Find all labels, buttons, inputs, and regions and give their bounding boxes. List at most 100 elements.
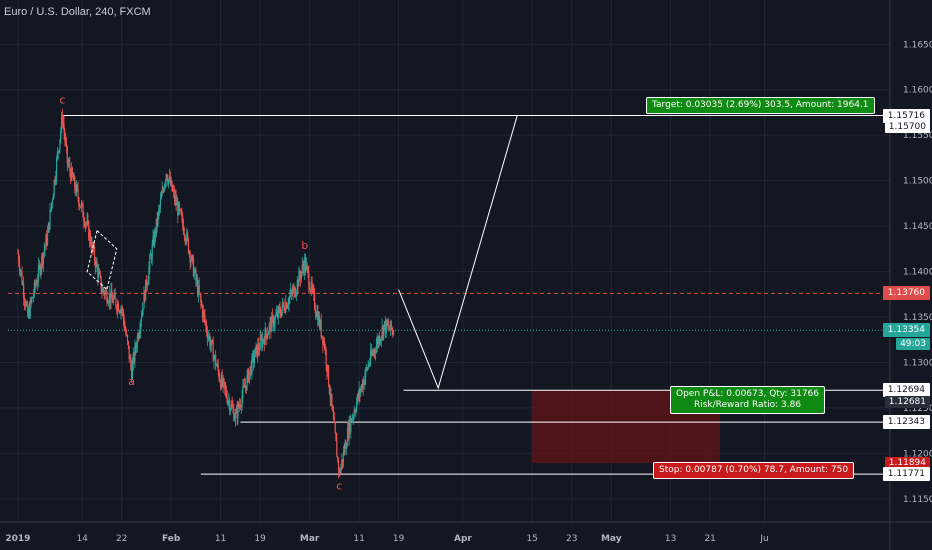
candle-body (25, 303, 27, 307)
candle-body (295, 294, 297, 297)
candle-body (351, 418, 353, 422)
candle-body (32, 294, 35, 298)
candle-body (332, 406, 334, 412)
candle-body (23, 297, 26, 302)
candle-body (373, 349, 375, 354)
candle-body (295, 291, 298, 295)
candle-body (32, 297, 34, 299)
candle-body (392, 330, 394, 334)
candle-body (39, 265, 41, 274)
candle-body (291, 292, 293, 294)
candle-body (179, 209, 181, 211)
candle-body (210, 344, 212, 347)
time-tick-label: 15 (526, 534, 537, 544)
candle-body (355, 411, 357, 413)
candle-body (178, 203, 180, 216)
candle-body (227, 401, 229, 404)
candle-body (333, 419, 335, 424)
candle-body (121, 308, 123, 310)
time-tick-label: 19 (393, 534, 405, 544)
candle-body (259, 337, 261, 350)
candle-body (131, 363, 134, 380)
candle-body (323, 340, 325, 346)
candle-body (46, 235, 48, 245)
time-tick-label: Apr (454, 534, 472, 544)
candle-body (244, 385, 246, 388)
candle-body (76, 184, 78, 189)
candle-body (197, 284, 199, 295)
candle-body (73, 176, 75, 181)
candle-body (263, 340, 265, 345)
candle-body (312, 289, 314, 290)
candle-body (273, 323, 275, 328)
candle-body (149, 255, 152, 257)
candle-body (111, 289, 113, 298)
candle-body (166, 174, 168, 180)
candle-body (182, 216, 184, 226)
price-label: 1.11894 (884, 457, 930, 469)
candle-body (302, 264, 304, 268)
time-tick-label: 13 (665, 534, 676, 544)
candle-body (52, 194, 54, 200)
candle-body (100, 276, 102, 291)
candle-body (189, 252, 191, 263)
price-label: 1.12694 (882, 383, 930, 398)
candle-body (358, 389, 360, 398)
candle-body (231, 404, 233, 407)
candle-body (60, 116, 63, 131)
candle-body (221, 375, 223, 386)
candle-body (44, 245, 46, 250)
candle-body (337, 457, 339, 459)
candle-body (122, 310, 124, 320)
candle-body (55, 177, 57, 183)
candle-body (144, 291, 146, 301)
candle-body (352, 416, 354, 418)
candle-body (42, 253, 45, 264)
candle-body (307, 267, 309, 273)
candle-body (64, 132, 66, 141)
candle-body (171, 180, 173, 191)
candle-body (314, 308, 317, 314)
pnl-label: Open P&L: 0.00673, Qty: 31766 Risk/Reward… (670, 386, 825, 415)
candle-body (85, 223, 87, 225)
candle-body (255, 344, 257, 348)
candle-body (38, 265, 40, 266)
candle-body (183, 233, 185, 236)
candle-body (277, 307, 279, 318)
candle-body (344, 442, 346, 453)
candle-body (368, 364, 370, 366)
candle-body (164, 181, 167, 185)
candle-body (45, 235, 47, 246)
correction-box (86, 230, 118, 291)
candle-body (329, 393, 331, 399)
candle-body (363, 380, 365, 385)
candle-body (56, 152, 59, 159)
candle-body (186, 232, 188, 242)
candle-body (207, 336, 209, 339)
candle-body (237, 403, 239, 419)
candle-body (177, 202, 179, 216)
candle-body (206, 332, 209, 339)
candle-body (121, 308, 124, 311)
time-tick-label: 2019 (5, 534, 30, 544)
candle-body (158, 209, 160, 213)
candle-body (220, 381, 222, 389)
price-tick-label: 1.11500 (903, 495, 932, 505)
candle-body (294, 286, 296, 297)
candle-body (104, 291, 106, 296)
candle-body (190, 260, 192, 263)
time-tick-label: 22 (116, 534, 127, 544)
candle-body (93, 246, 95, 250)
candle-body (188, 252, 190, 253)
candle-body (226, 397, 228, 404)
candle-body (91, 242, 93, 250)
candle-body (182, 225, 185, 234)
candle-body (317, 311, 319, 325)
candle-body (232, 406, 234, 409)
candle-body (209, 336, 211, 347)
candle-body (41, 255, 43, 268)
candle-body (103, 291, 106, 296)
candle-body (240, 406, 242, 408)
